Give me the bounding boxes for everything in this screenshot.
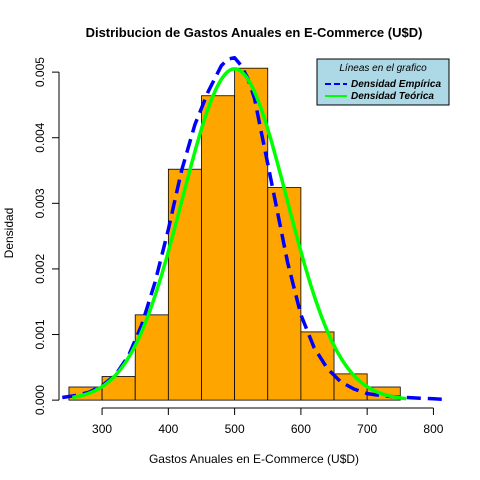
x-tick-label-300: 300 [92, 422, 112, 436]
legend-label-theoretical: Densidad Teórica [351, 91, 434, 102]
x-tick-label-700: 700 [357, 422, 377, 436]
legend: Líneas en el grafico Densidad EmpíricaDen… [316, 58, 450, 106]
y-tick-label-1: 0.001 [33, 319, 47, 349]
y-tick-label-0: 0.000 [33, 385, 47, 415]
y-axis-label: Densidad [2, 208, 16, 259]
histogram-bar-4 [201, 95, 236, 401]
x-tick-label-400: 400 [158, 422, 178, 436]
legend-box [316, 58, 450, 106]
x-tick-label-800: 800 [423, 422, 443, 436]
x-tick-label-600: 600 [291, 422, 311, 436]
histogram-bar-6 [267, 187, 302, 401]
legend-label-empirical: Densidad Empírica [351, 79, 441, 90]
x-tick-label-500: 500 [225, 422, 245, 436]
axes-layer: 300 400 500 600 700 800 0.000 0.001 0.002 0.003 0.… [33, 57, 444, 436]
x-axis-label: Gastos Anuales en E-Commerce (U$D) [149, 452, 359, 466]
y-tick-label-3: 0.003 [33, 188, 47, 218]
chart-title: Distribucion de Gastos Anuales en E-Comm… [86, 25, 423, 40]
bars-layer [68, 67, 401, 401]
theoretical-density-line [71, 67, 407, 401]
curves-layer [62, 55, 447, 402]
y-tick-label-5: 0.005 [33, 57, 47, 87]
histogram-bar-7 [300, 331, 335, 401]
legend-title: Líneas en el grafico [339, 63, 427, 74]
y-tick-label-2: 0.002 [33, 254, 47, 284]
y-tick-label-4: 0.004 [33, 122, 47, 152]
